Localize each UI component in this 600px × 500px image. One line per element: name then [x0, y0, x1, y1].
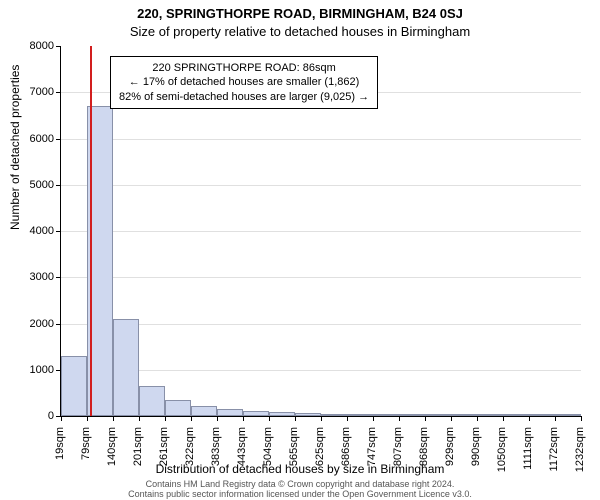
xtick-mark	[581, 416, 582, 421]
annotation-line-2: ← 17% of detached houses are smaller (1,…	[119, 75, 369, 89]
ytick-label: 6000	[14, 133, 54, 145]
ytick-label: 7000	[14, 86, 54, 98]
grid-line	[61, 277, 581, 278]
xtick-mark	[165, 416, 166, 421]
chart-title-main: 220, SPRINGTHORPE ROAD, BIRMINGHAM, B24 …	[0, 6, 600, 21]
xtick-label: 1050sqm	[496, 427, 508, 487]
histogram-bar	[477, 414, 503, 416]
ytick-mark	[56, 92, 61, 93]
xtick-mark	[87, 416, 88, 421]
xtick-label: 383sqm	[210, 427, 222, 487]
xtick-mark	[217, 416, 218, 421]
xtick-mark	[529, 416, 530, 421]
xtick-mark	[243, 416, 244, 421]
xtick-label: 443sqm	[236, 427, 248, 487]
ytick-label: 3000	[14, 271, 54, 283]
ytick-label: 2000	[14, 318, 54, 330]
grid-line	[61, 370, 581, 371]
xtick-mark	[399, 416, 400, 421]
xtick-label: 929sqm	[444, 427, 456, 487]
xtick-label: 868sqm	[418, 427, 430, 487]
histogram-bar	[503, 414, 529, 416]
ytick-mark	[56, 139, 61, 140]
ytick-label: 8000	[14, 40, 54, 52]
xtick-label: 1172sqm	[548, 427, 560, 487]
xtick-mark	[113, 416, 114, 421]
xtick-label: 565sqm	[288, 427, 300, 487]
ytick-mark	[56, 277, 61, 278]
marker-line	[90, 46, 92, 416]
histogram-bar	[165, 400, 191, 416]
histogram-bar	[191, 406, 217, 416]
xtick-label: 201sqm	[132, 427, 144, 487]
xtick-label: 990sqm	[470, 427, 482, 487]
histogram-bar	[425, 414, 451, 416]
xtick-label: 686sqm	[340, 427, 352, 487]
histogram-bar	[321, 414, 347, 416]
histogram-bar	[399, 414, 425, 416]
annotation-box: 220 SPRINGTHORPE ROAD: 86sqm← 17% of det…	[110, 56, 378, 109]
ytick-mark	[56, 231, 61, 232]
xtick-label: 625sqm	[314, 427, 326, 487]
xtick-label: 504sqm	[262, 427, 274, 487]
xtick-mark	[347, 416, 348, 421]
histogram-bar	[451, 414, 477, 416]
grid-line	[61, 139, 581, 140]
grid-line	[61, 324, 581, 325]
histogram-bar	[529, 414, 555, 416]
ytick-mark	[56, 324, 61, 325]
histogram-bar	[269, 412, 295, 416]
xtick-label: 261sqm	[158, 427, 170, 487]
ytick-mark	[56, 46, 61, 47]
grid-line	[61, 231, 581, 232]
ytick-label: 0	[14, 410, 54, 422]
xtick-label: 79sqm	[80, 427, 92, 487]
annotation-line-1: 220 SPRINGTHORPE ROAD: 86sqm	[119, 61, 369, 75]
ytick-label: 1000	[14, 364, 54, 376]
histogram-bar	[295, 413, 321, 416]
ytick-label: 5000	[14, 179, 54, 191]
histogram-bar	[139, 386, 165, 416]
histogram-bar	[61, 356, 87, 416]
grid-line	[61, 185, 581, 186]
xtick-mark	[555, 416, 556, 421]
xtick-mark	[321, 416, 322, 421]
footer-line-2: Contains public sector information licen…	[0, 490, 600, 500]
chart-title-sub: Size of property relative to detached ho…	[0, 24, 600, 39]
xtick-mark	[503, 416, 504, 421]
xtick-label: 140sqm	[106, 427, 118, 487]
histogram-bar	[217, 409, 243, 416]
xtick-mark	[477, 416, 478, 421]
annotation-line-3: 82% of semi-detached houses are larger (…	[119, 90, 369, 104]
xtick-mark	[269, 416, 270, 421]
ytick-label: 4000	[14, 225, 54, 237]
xtick-mark	[425, 416, 426, 421]
histogram-bar	[113, 319, 139, 416]
xtick-mark	[373, 416, 374, 421]
xtick-mark	[139, 416, 140, 421]
xtick-label: 1111sqm	[522, 427, 534, 487]
xtick-mark	[295, 416, 296, 421]
xtick-label: 322sqm	[184, 427, 196, 487]
xtick-mark	[61, 416, 62, 421]
ytick-mark	[56, 185, 61, 186]
xtick-label: 807sqm	[392, 427, 404, 487]
histogram-bar	[347, 414, 373, 416]
histogram-bar	[373, 414, 399, 416]
xtick-label: 747sqm	[366, 427, 378, 487]
histogram-bar	[243, 411, 269, 416]
xtick-mark	[451, 416, 452, 421]
xtick-label: 19sqm	[54, 427, 66, 487]
histogram-bar	[555, 414, 581, 416]
xtick-label: 1232sqm	[574, 427, 586, 487]
xtick-mark	[191, 416, 192, 421]
